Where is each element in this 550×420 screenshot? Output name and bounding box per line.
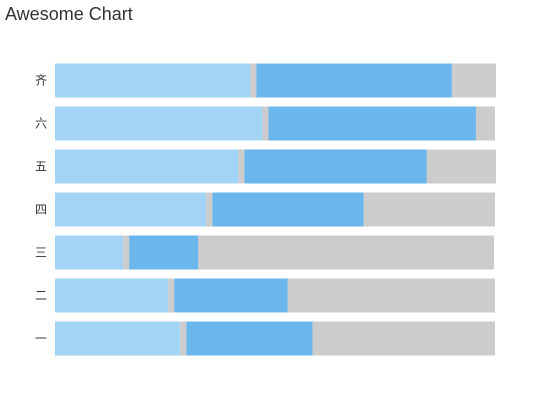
bar-segment-1-series-2 [180, 321, 187, 356]
chart-title: Awesome Chart [5, 4, 133, 24]
y-tick-label: 齐 [35, 73, 47, 88]
bar-segment-3-series-2 [123, 235, 130, 270]
bar-segment-2-series-1 [55, 278, 169, 313]
bar-segment-7-series-4 [451, 63, 496, 98]
y-tick-label: 三 [35, 246, 47, 260]
bar-segment-3-series-4 [198, 235, 494, 270]
y-tick-label: 四 [35, 203, 47, 217]
y-tick-label: 五 [35, 160, 47, 174]
bar-segment-4-series-3 [212, 192, 364, 227]
bar-segment-6-series-4 [475, 106, 495, 141]
bar-segment-1-series-1 [55, 321, 181, 356]
bar-segment-6-series-1 [55, 106, 263, 141]
bar-segment-3-series-1 [55, 235, 124, 270]
bar-segment-1-series-3 [186, 321, 313, 356]
bar-segment-4-series-1 [55, 192, 207, 227]
bar-segment-7-series-3 [256, 63, 452, 98]
bar-segment-5-series-3 [244, 149, 427, 184]
bar-segment-3-series-3 [129, 235, 199, 270]
y-tick-label: 六 [35, 117, 47, 131]
y-tick-label: 二 [35, 289, 47, 303]
bar-segment-1-series-4 [312, 321, 495, 356]
bar-segment-5-series-4 [426, 149, 497, 184]
bar-segment-2-series-2 [168, 278, 175, 313]
bar-segment-6-series-2 [262, 106, 269, 141]
bar-segment-4-series-2 [206, 192, 213, 227]
bars-layer [55, 63, 497, 356]
bar-segment-7-series-1 [55, 63, 251, 98]
bar-segment-2-series-4 [287, 278, 495, 313]
bar-segment-5-series-1 [55, 149, 239, 184]
bar-segment-7-series-2 [250, 63, 257, 98]
bar-segment-4-series-4 [363, 192, 495, 227]
bar-segment-6-series-3 [268, 106, 476, 141]
y-tick-label: 一 [35, 332, 47, 346]
bar-segment-5-series-2 [238, 149, 245, 184]
bar-segment-2-series-3 [174, 278, 288, 313]
